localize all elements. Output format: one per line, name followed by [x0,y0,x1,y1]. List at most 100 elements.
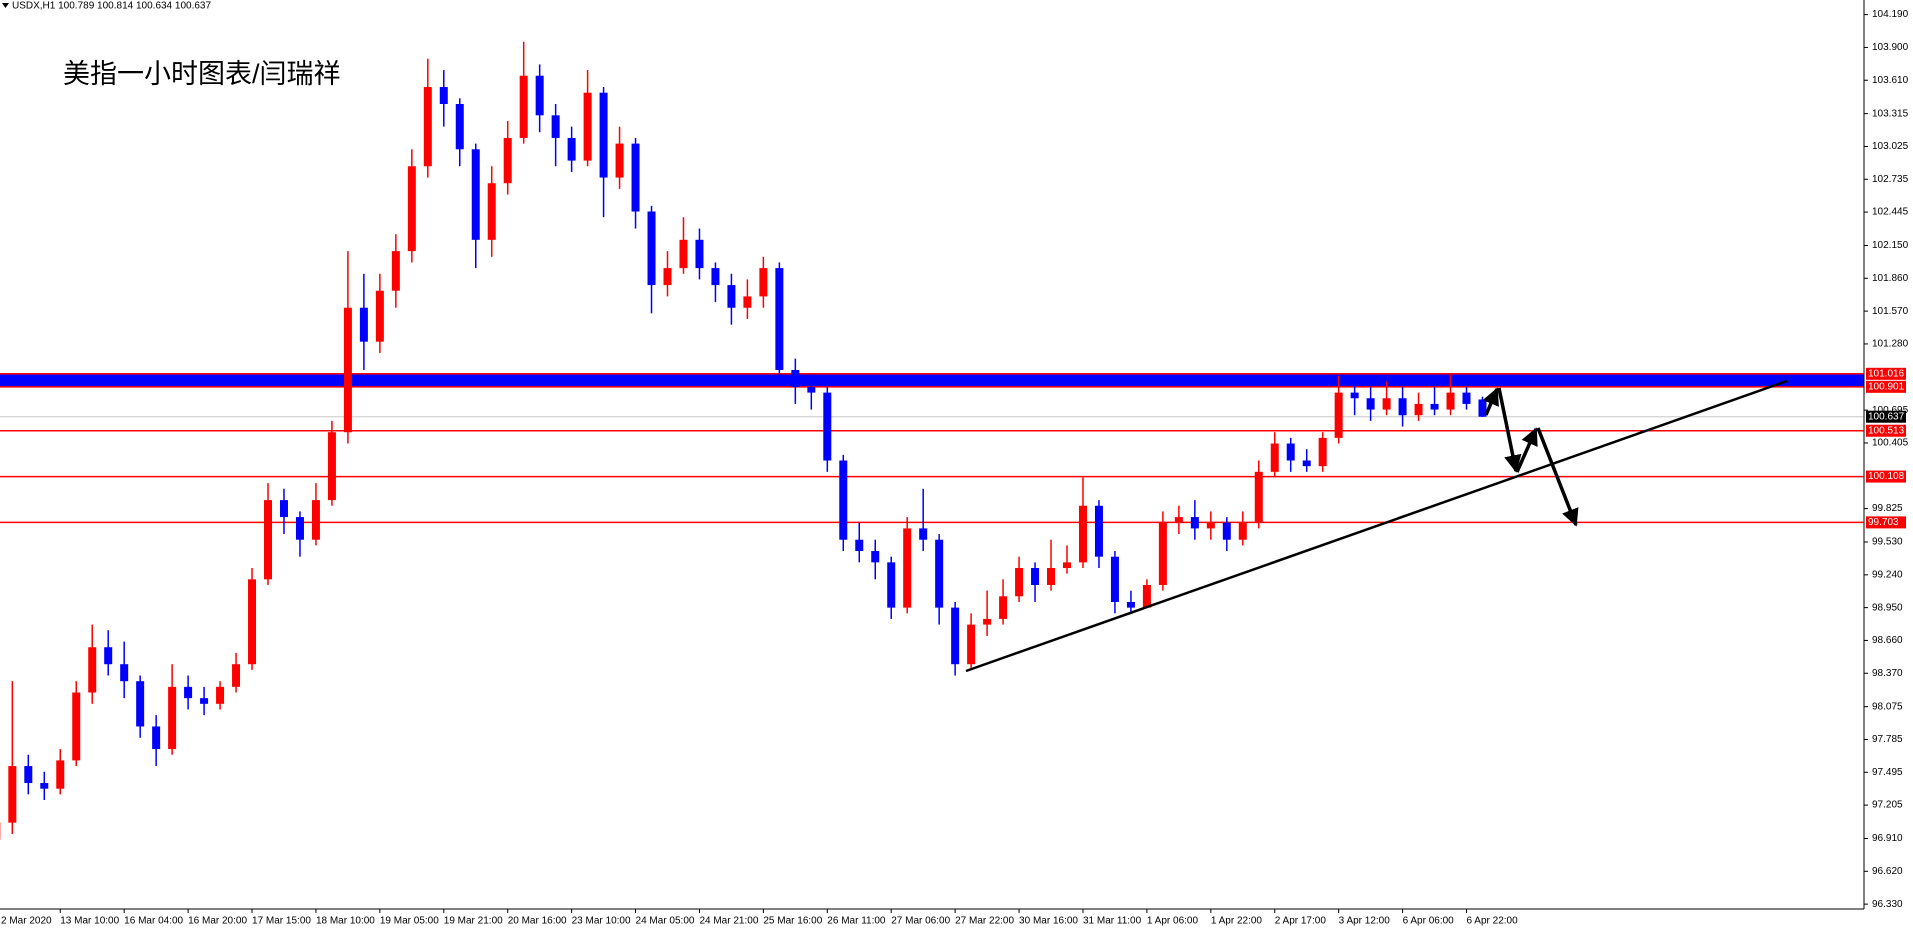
candle-body [1334,392,1343,438]
candle-body [951,607,960,665]
y-tick-label: 103.610 [1872,75,1909,86]
candle-body [24,766,33,784]
y-tick-label: 98.370 [1872,668,1903,679]
y-tick-label: 102.445 [1872,207,1909,218]
candle-body [1254,471,1263,523]
x-tick-label: 6 Apr 22:00 [1467,916,1519,927]
x-tick-label: 31 Mar 11:00 [1083,916,1142,927]
candle-body [1078,505,1087,563]
candle-body [695,239,704,269]
candle-body [935,539,944,608]
candle-body [999,596,1008,619]
x-tick-label: 1 Apr 22:00 [1211,916,1263,927]
candle-body [1302,460,1311,467]
level-label: 100.108 [1868,471,1905,482]
candle-body [887,562,896,608]
candle-body [1414,403,1423,416]
candle-body [791,369,800,387]
x-tick-label: 23 Mar 10:00 [572,916,631,927]
candle-body [983,618,992,625]
x-tick-label: 24 Mar 05:00 [636,916,695,927]
candle-body [1478,399,1487,417]
candle-body [1015,568,1024,597]
y-tick-label: 98.950 [1872,602,1903,613]
candle-body [775,268,784,370]
candle-body [343,307,352,433]
candle-body [1270,443,1279,472]
candle-body [216,686,225,704]
candle-body [759,268,768,297]
candle-body [1206,522,1215,529]
y-tick-label: 103.315 [1872,108,1909,119]
candle-body [104,647,113,665]
y-tick-label: 104.190 [1872,9,1909,20]
y-tick-label: 98.075 [1872,701,1903,712]
level-label-box [1866,367,1906,380]
candle-body [599,92,608,178]
candle-body [1366,398,1375,410]
candle-body [1094,505,1103,557]
candle-body [1110,556,1119,602]
candle-body [711,268,720,286]
x-tick-label: 27 Mar 06:00 [891,916,950,927]
y-tick-label: 102.735 [1872,174,1909,185]
y-tick-label: 98.660 [1872,635,1903,646]
candle-body [871,551,880,563]
candle-body [88,647,97,693]
y-tick-label: 103.025 [1872,141,1909,152]
candle-body [503,137,512,184]
x-tick-label: 13 Mar 10:00 [60,916,119,927]
x-tick-label: 26 Mar 11:00 [827,916,886,927]
last-price-label: 100.637 [1868,411,1905,422]
candle-body [279,500,288,518]
y-tick-label: 96.910 [1872,833,1903,844]
y-tick-label: 97.785 [1872,734,1903,745]
candle-body [1190,517,1199,529]
x-tick-label: 16 Mar 04:00 [124,916,183,927]
y-tick-label: 97.205 [1872,800,1903,811]
candle-body [487,183,496,240]
annotation: 美指一小时图表/闫瑞祥 [63,59,341,89]
x-tick-label: 18 Mar 10:00 [316,916,375,927]
level-label-box [1866,380,1906,393]
x-tick-label: 17 Mar 15:00 [252,916,311,927]
x-tick-label: 1 Apr 06:00 [1147,916,1199,927]
candle-body [407,166,416,252]
x-tick-label: 20 Mar 16:00 [508,916,567,927]
candle-body [152,726,161,750]
x-tick-label: 3 Apr 12:00 [1339,916,1391,927]
x-tick-label: 2 Apr 17:00 [1275,916,1327,927]
candle-body [1126,601,1135,608]
candle-body [168,686,177,750]
candle-body [471,149,480,240]
y-tick-label: 100.695 [1872,405,1909,416]
y-tick-label: 99.240 [1872,569,1903,580]
chart-title: USDX,H1 100.789 100.814 100.634 100.637 [12,1,211,12]
candle-body [823,392,832,461]
level-label: 99.703 [1868,517,1899,528]
y-tick-label: 96.330 [1872,899,1903,910]
x-tick-label: 6 Apr 06:00 [1403,916,1455,927]
candle-body [1398,398,1407,416]
candle-body [184,686,193,699]
candle-body [647,211,656,286]
candle-body [232,664,241,687]
candle-body [1142,584,1151,608]
candle-body [56,760,65,789]
candle-body [455,104,464,150]
candle-body [1222,522,1231,540]
candle-body [327,432,336,501]
x-tick-label: 19 Mar 05:00 [380,916,439,927]
candle-body [359,307,368,342]
candle-body [311,500,320,540]
candle-body [264,500,272,580]
resistance-zone [0,373,1864,387]
candle-body [248,579,257,665]
forecast-arrows [1482,387,1579,527]
candle-body [1238,522,1247,540]
x-tick-label: 16 Mar 20:00 [188,916,247,927]
x-tick-label: 27 Mar 22:00 [955,916,1014,927]
level-label: 101.016 [1868,368,1905,379]
candle-body [120,664,129,682]
x-tick-label: 19 Mar 21:00 [444,916,503,927]
